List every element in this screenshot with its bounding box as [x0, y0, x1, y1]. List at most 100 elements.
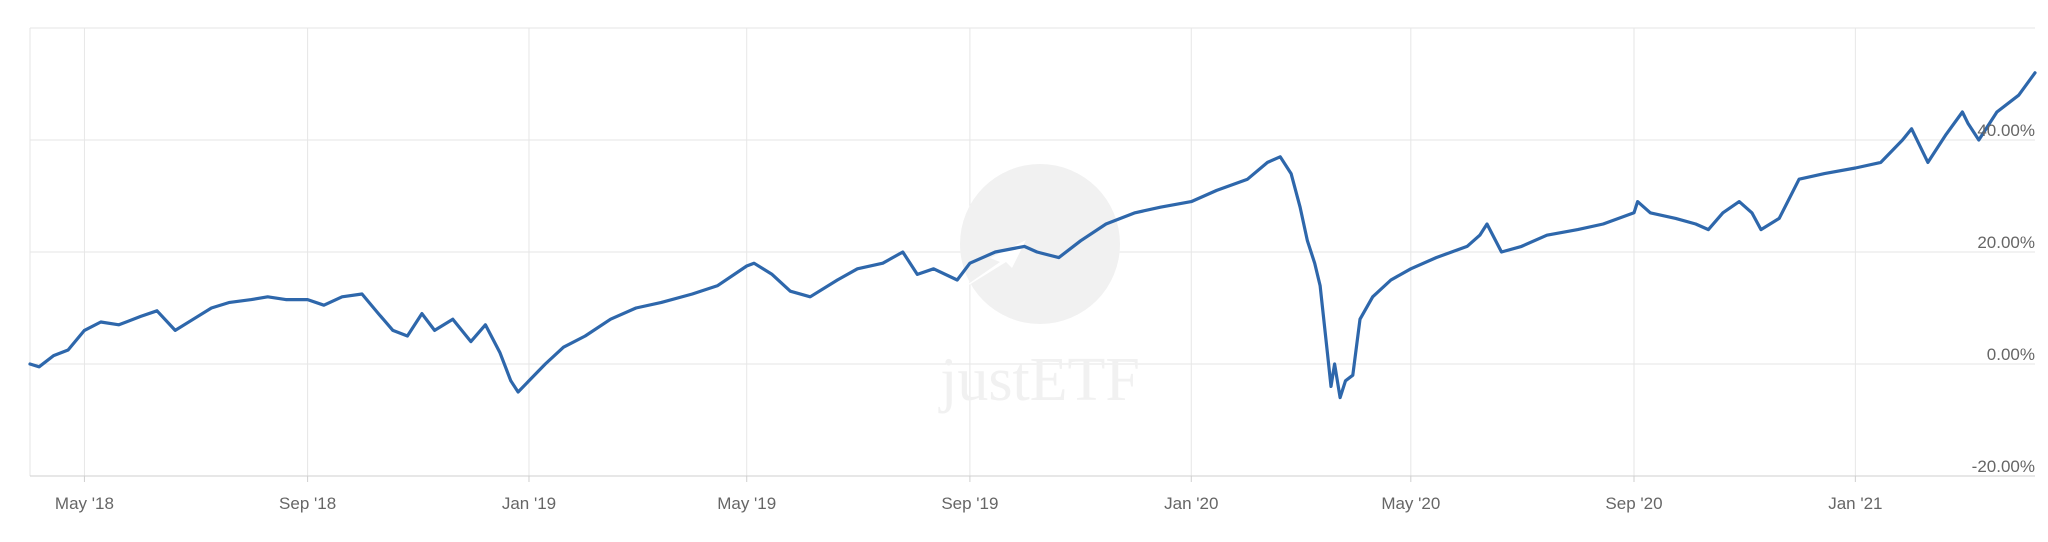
data-point	[1465, 245, 1469, 248]
data-point	[1759, 228, 1763, 231]
data-point	[745, 264, 748, 268]
data-point	[1694, 222, 1697, 226]
data-point	[1313, 262, 1316, 265]
data-point	[266, 295, 269, 298]
data-point	[1674, 217, 1677, 220]
data-point	[1944, 133, 1948, 136]
data-point	[856, 267, 859, 270]
data-point	[420, 312, 424, 315]
data-point	[284, 298, 288, 301]
data-point	[37, 365, 41, 368]
data-point	[192, 318, 195, 321]
data-point	[1500, 250, 1503, 254]
y-tick-label: 20.00%	[1977, 233, 2035, 252]
x-tick-label: Jan '21	[1828, 494, 1882, 513]
data-point	[1351, 374, 1354, 377]
data-point	[516, 390, 520, 394]
x-tick-label: May '20	[1381, 494, 1440, 513]
data-point	[789, 290, 792, 293]
data-point	[1707, 228, 1710, 231]
data-point	[1926, 161, 1930, 164]
data-point	[451, 318, 454, 321]
data-point	[28, 362, 32, 366]
data-point	[1879, 161, 1882, 164]
data-point	[770, 273, 774, 276]
data-point	[2033, 71, 2037, 75]
data-point	[484, 323, 487, 326]
data-point	[1278, 155, 1282, 158]
data-point	[584, 334, 587, 338]
data-point	[1435, 256, 1438, 259]
data-point	[498, 351, 502, 354]
data-point	[1409, 267, 1413, 270]
data-point	[210, 306, 213, 310]
data-point	[527, 379, 531, 382]
data-point	[469, 340, 473, 343]
data-point	[1246, 178, 1249, 181]
x-tick-label: May '18	[55, 494, 114, 513]
data-point	[509, 379, 513, 382]
data-point	[1023, 245, 1026, 248]
data-point	[1636, 200, 1639, 203]
data-point	[1289, 172, 1293, 175]
data-point	[2017, 94, 2020, 97]
data-point	[1545, 234, 1549, 237]
data-point	[544, 362, 547, 366]
data-point	[1485, 222, 1489, 226]
data-point	[1215, 189, 1218, 192]
data-point	[994, 250, 997, 254]
data-point	[1854, 166, 1857, 170]
data-point	[66, 348, 70, 352]
data-point	[117, 323, 121, 326]
data-point	[1601, 222, 1605, 226]
y-axis-labels: -20.00% 0.00% 20.00% 40.00%	[1972, 121, 2035, 476]
data-point	[391, 329, 395, 332]
data-point	[955, 278, 959, 282]
data-point	[1104, 222, 1108, 226]
x-tick-label: Jan '19	[502, 494, 556, 513]
data-point	[99, 320, 102, 324]
data-point	[691, 292, 694, 296]
data-point	[752, 262, 756, 265]
data-point	[1333, 362, 1336, 366]
x-tick-label: Sep '19	[941, 494, 998, 513]
data-point	[1576, 228, 1579, 231]
y-tick-label: 0.00%	[1987, 345, 2035, 364]
data-point	[968, 262, 972, 265]
data-point	[1079, 239, 1082, 242]
data-point	[809, 295, 812, 298]
data-point	[1738, 200, 1741, 203]
data-point	[1298, 206, 1302, 209]
data-point	[377, 312, 380, 315]
data-point	[1329, 385, 1333, 388]
x-tick-label: May '19	[717, 494, 776, 513]
data-point	[1389, 278, 1393, 282]
watermark-logo-arrow	[948, 240, 1026, 298]
data-point	[1995, 110, 1999, 114]
plot-frame	[29, 27, 2035, 482]
data-point	[1520, 245, 1523, 248]
data-point	[1326, 351, 1329, 354]
data-point	[1797, 178, 1801, 181]
x-tick-label: Sep '20	[1605, 494, 1662, 513]
data-point	[901, 250, 904, 254]
data-point	[1777, 217, 1781, 220]
data-point	[306, 298, 309, 301]
data-point	[1632, 211, 1636, 214]
data-point	[660, 301, 663, 304]
data-point	[1035, 250, 1039, 254]
data-point	[562, 346, 565, 349]
series-layer	[28, 71, 2037, 400]
data-point	[1750, 211, 1754, 214]
data-point	[1306, 239, 1309, 242]
data-point	[634, 306, 638, 310]
data-point	[716, 284, 719, 287]
data-point	[1190, 200, 1193, 203]
data-point	[360, 292, 364, 296]
data-point	[1649, 211, 1652, 214]
data-point	[836, 278, 839, 282]
data-point	[139, 315, 142, 318]
x-tick-label: Sep '18	[279, 494, 336, 513]
data-point	[1910, 127, 1913, 130]
